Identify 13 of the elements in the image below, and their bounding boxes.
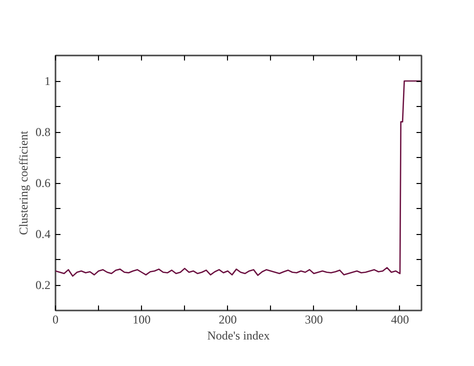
line-series	[56, 80, 422, 277]
x-tick-label: 100	[132, 312, 151, 326]
x-tick-label: 400	[390, 312, 409, 326]
x-tick-label: 300	[304, 312, 323, 326]
y-tick-label: 0.4	[36, 227, 50, 241]
y-tick-label: 0.2	[36, 278, 50, 292]
y-tick-label: 0.6	[36, 176, 50, 190]
x-tick-label: 0	[52, 312, 58, 326]
y-tick-label: 1	[44, 74, 50, 88]
x-tick-label: 200	[218, 312, 237, 326]
x-axis-title: Node's index	[207, 328, 270, 342]
y-axis-title: Clustering coefficient	[16, 130, 30, 236]
y-tick-label: 0.8	[36, 125, 50, 139]
